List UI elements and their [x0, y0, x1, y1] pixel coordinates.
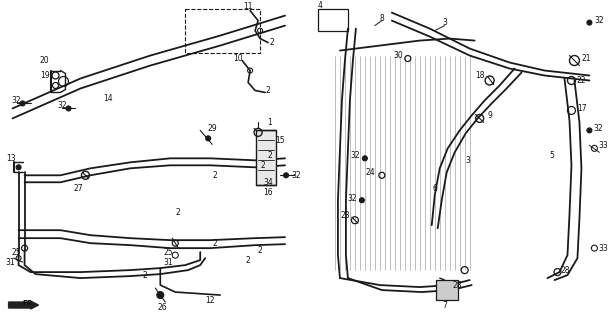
Text: 10: 10	[233, 54, 243, 63]
Text: 32: 32	[347, 194, 357, 203]
Text: 7: 7	[442, 300, 447, 309]
Circle shape	[587, 128, 592, 133]
Text: 12: 12	[206, 296, 215, 305]
Text: 2: 2	[213, 171, 217, 180]
Text: 2: 2	[143, 271, 147, 280]
Text: 2: 2	[213, 239, 217, 248]
Text: 13: 13	[6, 154, 15, 163]
Circle shape	[16, 165, 21, 170]
Circle shape	[587, 20, 592, 25]
Text: 29: 29	[207, 124, 217, 133]
Text: 32: 32	[350, 151, 360, 160]
Text: 33: 33	[599, 141, 608, 150]
Circle shape	[359, 198, 364, 203]
Text: 2: 2	[267, 151, 272, 160]
Circle shape	[283, 173, 288, 178]
Text: 26: 26	[157, 302, 167, 312]
Text: 22: 22	[577, 76, 586, 85]
Text: 33: 33	[599, 244, 608, 253]
Text: 8: 8	[379, 14, 384, 23]
Text: 16: 16	[263, 188, 273, 197]
Text: 3: 3	[465, 156, 470, 165]
FancyArrow shape	[9, 301, 39, 309]
Text: 2: 2	[176, 208, 181, 217]
Text: 4: 4	[318, 1, 323, 10]
Text: 21: 21	[581, 54, 591, 63]
Text: 23: 23	[340, 211, 349, 220]
Text: 18: 18	[475, 71, 484, 80]
Text: 32: 32	[595, 16, 604, 25]
Circle shape	[157, 292, 164, 299]
Text: 9: 9	[487, 111, 492, 120]
Bar	[318, 9, 348, 31]
Text: 31: 31	[163, 258, 173, 267]
Text: 30: 30	[393, 51, 403, 60]
Text: 32: 32	[58, 101, 67, 110]
Text: 1: 1	[267, 118, 272, 127]
Text: 17: 17	[578, 104, 588, 113]
Text: 19: 19	[40, 71, 50, 80]
Text: 15: 15	[275, 136, 285, 145]
Text: 5: 5	[549, 151, 554, 160]
Text: 28: 28	[561, 266, 570, 275]
Text: 2: 2	[258, 246, 263, 255]
Text: 11: 11	[244, 2, 253, 11]
Text: 3: 3	[442, 18, 447, 27]
Text: 2: 2	[270, 38, 274, 47]
Circle shape	[20, 101, 25, 106]
Text: 25: 25	[163, 248, 173, 257]
Text: 28: 28	[453, 281, 463, 290]
Text: 34: 34	[263, 178, 273, 187]
Text: 32: 32	[291, 171, 301, 180]
Text: 32: 32	[594, 124, 603, 133]
Text: 6: 6	[432, 184, 437, 193]
Text: 2: 2	[246, 256, 250, 265]
Text: 27: 27	[73, 184, 83, 193]
Text: 2: 2	[261, 161, 266, 170]
Bar	[256, 130, 276, 185]
Circle shape	[362, 156, 367, 161]
Text: 14: 14	[103, 94, 113, 103]
Text: 32: 32	[12, 96, 21, 105]
Text: 2: 2	[266, 86, 271, 95]
Text: 24: 24	[365, 168, 375, 177]
Text: 20: 20	[40, 56, 50, 65]
Circle shape	[66, 106, 71, 111]
Text: 31: 31	[6, 258, 15, 267]
Text: 25: 25	[12, 248, 21, 257]
Text: FR.: FR.	[22, 300, 35, 306]
Bar	[436, 280, 458, 300]
Circle shape	[206, 136, 211, 141]
